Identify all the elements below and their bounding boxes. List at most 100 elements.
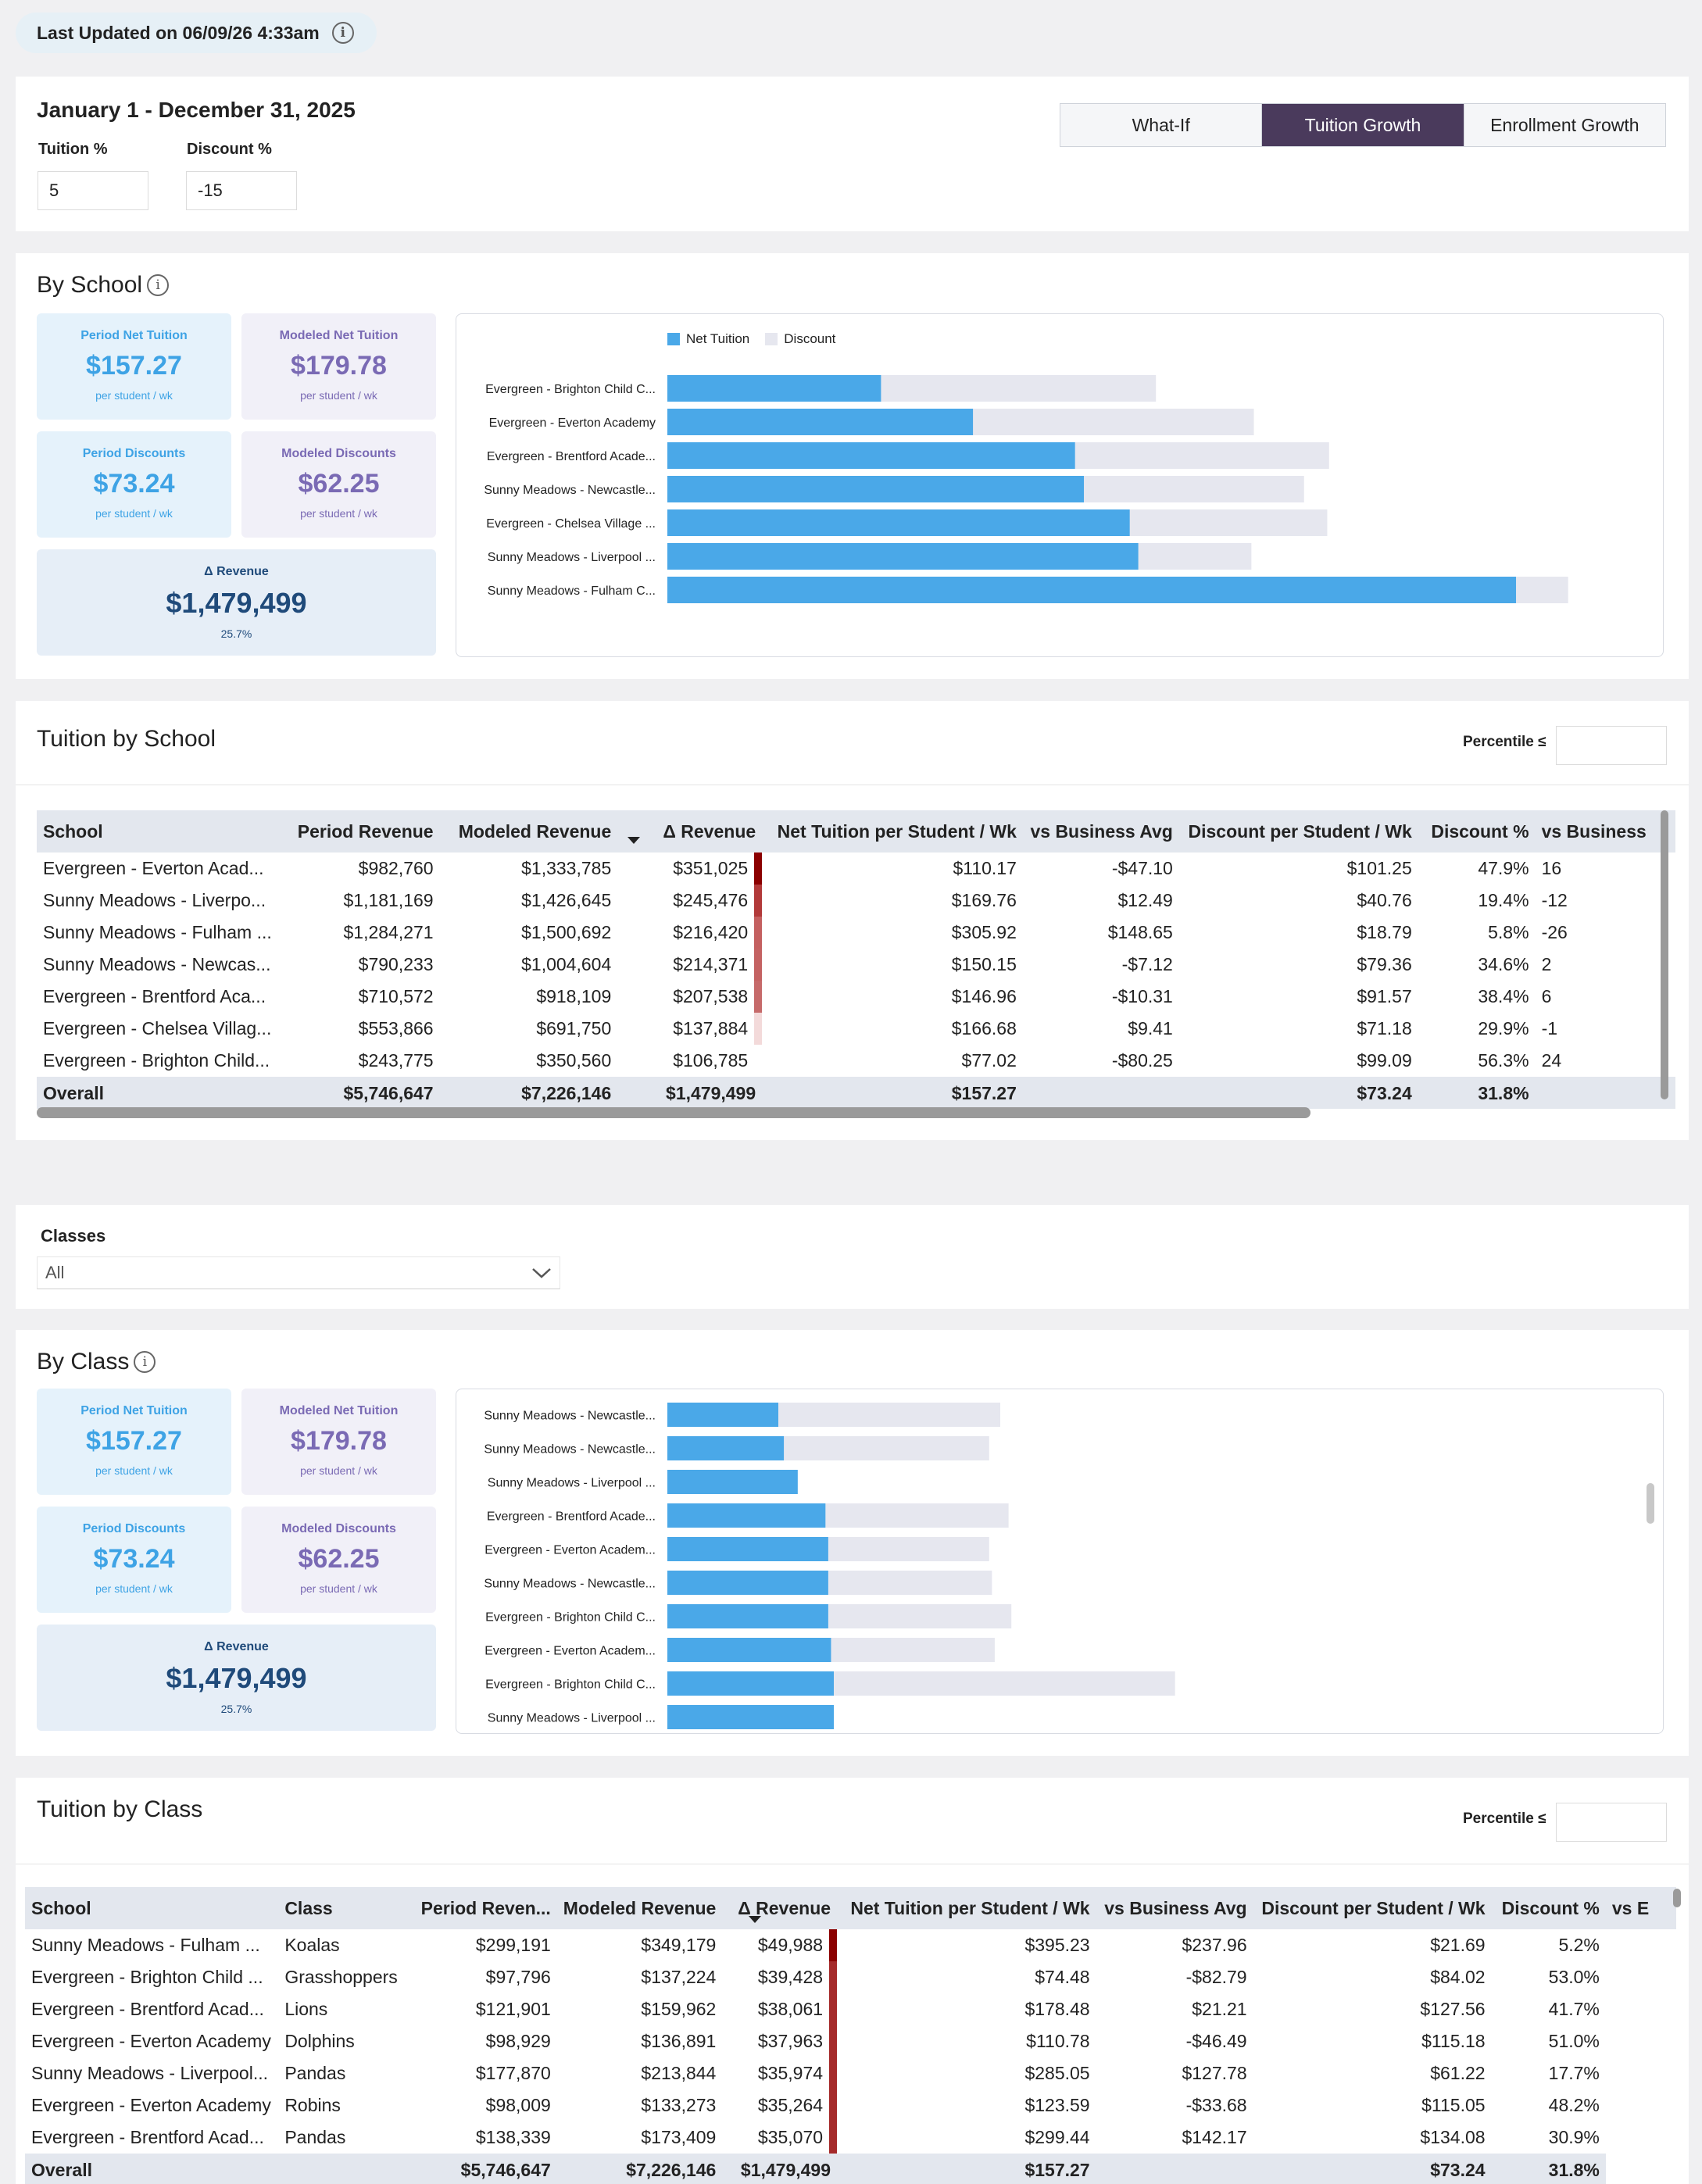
percentile-input[interactable]: [1556, 1803, 1667, 1842]
col-header-discount-pct[interactable]: Discount %: [1491, 1887, 1606, 1929]
bar-net-tuition[interactable]: [667, 577, 1517, 603]
bar-net-tuition[interactable]: [667, 1638, 831, 1662]
col-header-period-revenue[interactable]: Period Revenue: [281, 810, 440, 853]
bar-discount[interactable]: [1084, 476, 1304, 502]
bar-discount[interactable]: [973, 409, 1254, 435]
table-cell: Evergreen - Everton Academy: [31, 2095, 271, 2115]
col-header-school[interactable]: School: [25, 1887, 279, 1929]
bar-discount[interactable]: [778, 1403, 1000, 1427]
table-row[interactable]: Evergreen - Brighton Child... $243,775 $35…: [37, 1045, 1675, 1077]
col-header-class[interactable]: Class: [278, 1887, 412, 1929]
total-cell: 31.8%: [1418, 1077, 1536, 1109]
vertical-scrollbar[interactable]: [1661, 810, 1668, 1099]
tab-what-if[interactable]: What-If: [1060, 104, 1263, 146]
info-icon[interactable]: i: [147, 274, 170, 296]
col-header-discount-per-student[interactable]: Discount per Student / Wk: [1253, 1887, 1492, 1929]
sort-desc-icon[interactable]: [749, 1916, 761, 1923]
bar-net-tuition[interactable]: [667, 1571, 828, 1595]
bar-net-tuition[interactable]: [667, 1604, 828, 1628]
table-row[interactable]: Sunny Meadows - Liverpo... $1,181,169 $1,4…: [37, 885, 1675, 917]
table-row[interactable]: Evergreen - Everton Academy Robins $98,009…: [25, 2089, 1676, 2121]
col-header-delta-revenue[interactable]: Δ Revenue: [617, 810, 763, 853]
table-cell: -$47.10: [1111, 858, 1173, 878]
table-row[interactable]: Sunny Meadows - Newcas... $790,233 $1,004,…: [37, 949, 1675, 981]
chevron-down-icon: [532, 1268, 551, 1278]
table-cell: $106,785: [617, 1045, 763, 1077]
bar-net-tuition[interactable]: [667, 1470, 798, 1494]
col-header-vs-business[interactable]: vs Business: [1535, 810, 1675, 853]
bar-net-tuition[interactable]: [667, 1537, 828, 1561]
bar-discount[interactable]: [828, 1571, 992, 1595]
col-header-net-tuition[interactable]: Net Tuition per Student / Wk: [762, 810, 1023, 853]
table-cell: 51.0%: [1548, 2031, 1600, 2051]
bar-net-tuition[interactable]: [667, 1705, 834, 1729]
col-header-net-tuition[interactable]: Net Tuition per Student / Wk: [837, 1887, 1096, 1929]
kpi-unit: per student / wk: [300, 1582, 377, 1595]
col-header-discount-per-student[interactable]: Discount per Student / Wk: [1178, 810, 1418, 853]
table-cell: 48.2%: [1548, 2095, 1600, 2115]
bar-discount[interactable]: [1516, 577, 1568, 603]
bar-discount[interactable]: [784, 1436, 989, 1460]
horizontal-scrollbar[interactable]: [37, 1107, 1310, 1118]
bar-net-tuition[interactable]: [667, 1503, 826, 1528]
tab-enrollment-growth[interactable]: Enrollment Growth: [1464, 104, 1665, 146]
bar-net-tuition[interactable]: [667, 543, 1139, 570]
vertical-scrollbar[interactable]: [1673, 1889, 1681, 1907]
table-row[interactable]: Evergreen - Brighton Child ... Grasshoppe…: [25, 1961, 1676, 1993]
info-icon[interactable]: i: [331, 22, 354, 44]
bar-discount[interactable]: [828, 1604, 1012, 1628]
percentile-input[interactable]: [1556, 726, 1667, 765]
col-header-period-revenue[interactable]: Period Reven...: [411, 1887, 557, 1929]
table-row[interactable]: Evergreen - Everton Academy Dolphins $98,9…: [25, 2025, 1676, 2057]
col-header-school[interactable]: School: [37, 810, 282, 853]
bar-discount[interactable]: [828, 1537, 989, 1561]
table-row[interactable]: Evergreen - Brentford Aca... $710,572 $918…: [37, 981, 1675, 1013]
bar-discount[interactable]: [831, 1638, 995, 1662]
chart-scrollbar[interactable]: [1647, 1483, 1654, 1524]
table-row[interactable]: Sunny Meadows - Fulham ... Koalas $299,191…: [25, 1929, 1676, 1961]
col-header-vs-business[interactable]: vs E: [1605, 1887, 1676, 1929]
col-header-delta-revenue[interactable]: Δ Revenue: [722, 1887, 838, 1929]
table-row[interactable]: Evergreen - Brentford Acad... Pandas $138,…: [25, 2121, 1676, 2154]
col-header-vs-avg[interactable]: vs Business Avg: [1022, 810, 1179, 853]
tab-tuition-growth[interactable]: Tuition Growth: [1262, 104, 1464, 146]
bar-net-tuition[interactable]: [667, 1403, 778, 1427]
kpi-label: Period Net Tuition: [80, 1404, 188, 1417]
table-cell: Evergreen - Everton Academy: [31, 2031, 271, 2051]
col-header-vs-avg[interactable]: vs Business Avg: [1096, 1887, 1253, 1929]
bar-discount[interactable]: [1074, 442, 1329, 469]
heat-indicator: [754, 917, 763, 949]
table-cell: $121,901: [475, 1999, 551, 2019]
table-cell: Sunny Meadows - Newcas...: [43, 954, 271, 974]
bar-discount[interactable]: [881, 375, 1157, 402]
bar-net-tuition[interactable]: [667, 1671, 834, 1696]
bar-discount[interactable]: [1129, 509, 1328, 536]
info-icon[interactable]: i: [134, 1351, 156, 1373]
tuition-pct-input[interactable]: 5: [38, 171, 148, 210]
table-row[interactable]: Evergreen - Brentford Acad... Lions $121,9…: [25, 1993, 1676, 2025]
discount-pct-input[interactable]: -15: [186, 171, 297, 210]
bar-net-tuition[interactable]: [667, 1436, 785, 1460]
bar-net-tuition[interactable]: [667, 476, 1085, 502]
table-cell: -$82.79: [1185, 1967, 1247, 1987]
bar-net-tuition[interactable]: [667, 409, 974, 435]
total-cell: [278, 2154, 412, 2184]
bar-net-tuition[interactable]: [667, 375, 881, 402]
bar-net-tuition[interactable]: [667, 509, 1130, 536]
table-row[interactable]: Evergreen - Chelsea Villag... $553,866 $69…: [37, 1013, 1675, 1045]
bar-discount[interactable]: [834, 1671, 1175, 1696]
heat-indicator: [829, 2057, 838, 2089]
bar-net-tuition[interactable]: [667, 442, 1075, 469]
col-header-modeled-revenue[interactable]: Modeled Revenue: [556, 1887, 723, 1929]
table-cell: $123.59: [1024, 2095, 1090, 2115]
classes-dropdown[interactable]: All: [37, 1256, 560, 1289]
table-row[interactable]: Evergreen - Everton Acad... $982,760 $1,33…: [37, 853, 1675, 885]
col-header-modeled-revenue[interactable]: Modeled Revenue: [439, 810, 618, 853]
table-row[interactable]: Sunny Meadows - Fulham ... $1,284,271 $1,5…: [37, 917, 1675, 949]
table-row[interactable]: Sunny Meadows - Liverpool... Pandas $177,8…: [25, 2057, 1676, 2089]
sort-desc-icon[interactable]: [628, 837, 640, 844]
bar-discount[interactable]: [1138, 543, 1252, 570]
bar-discount[interactable]: [825, 1503, 1009, 1528]
class-chart-svg: Sunny Meadows - Newcastle... Sunny Meadow…: [484, 1403, 1175, 1729]
col-header-discount-pct[interactable]: Discount %: [1418, 810, 1536, 853]
